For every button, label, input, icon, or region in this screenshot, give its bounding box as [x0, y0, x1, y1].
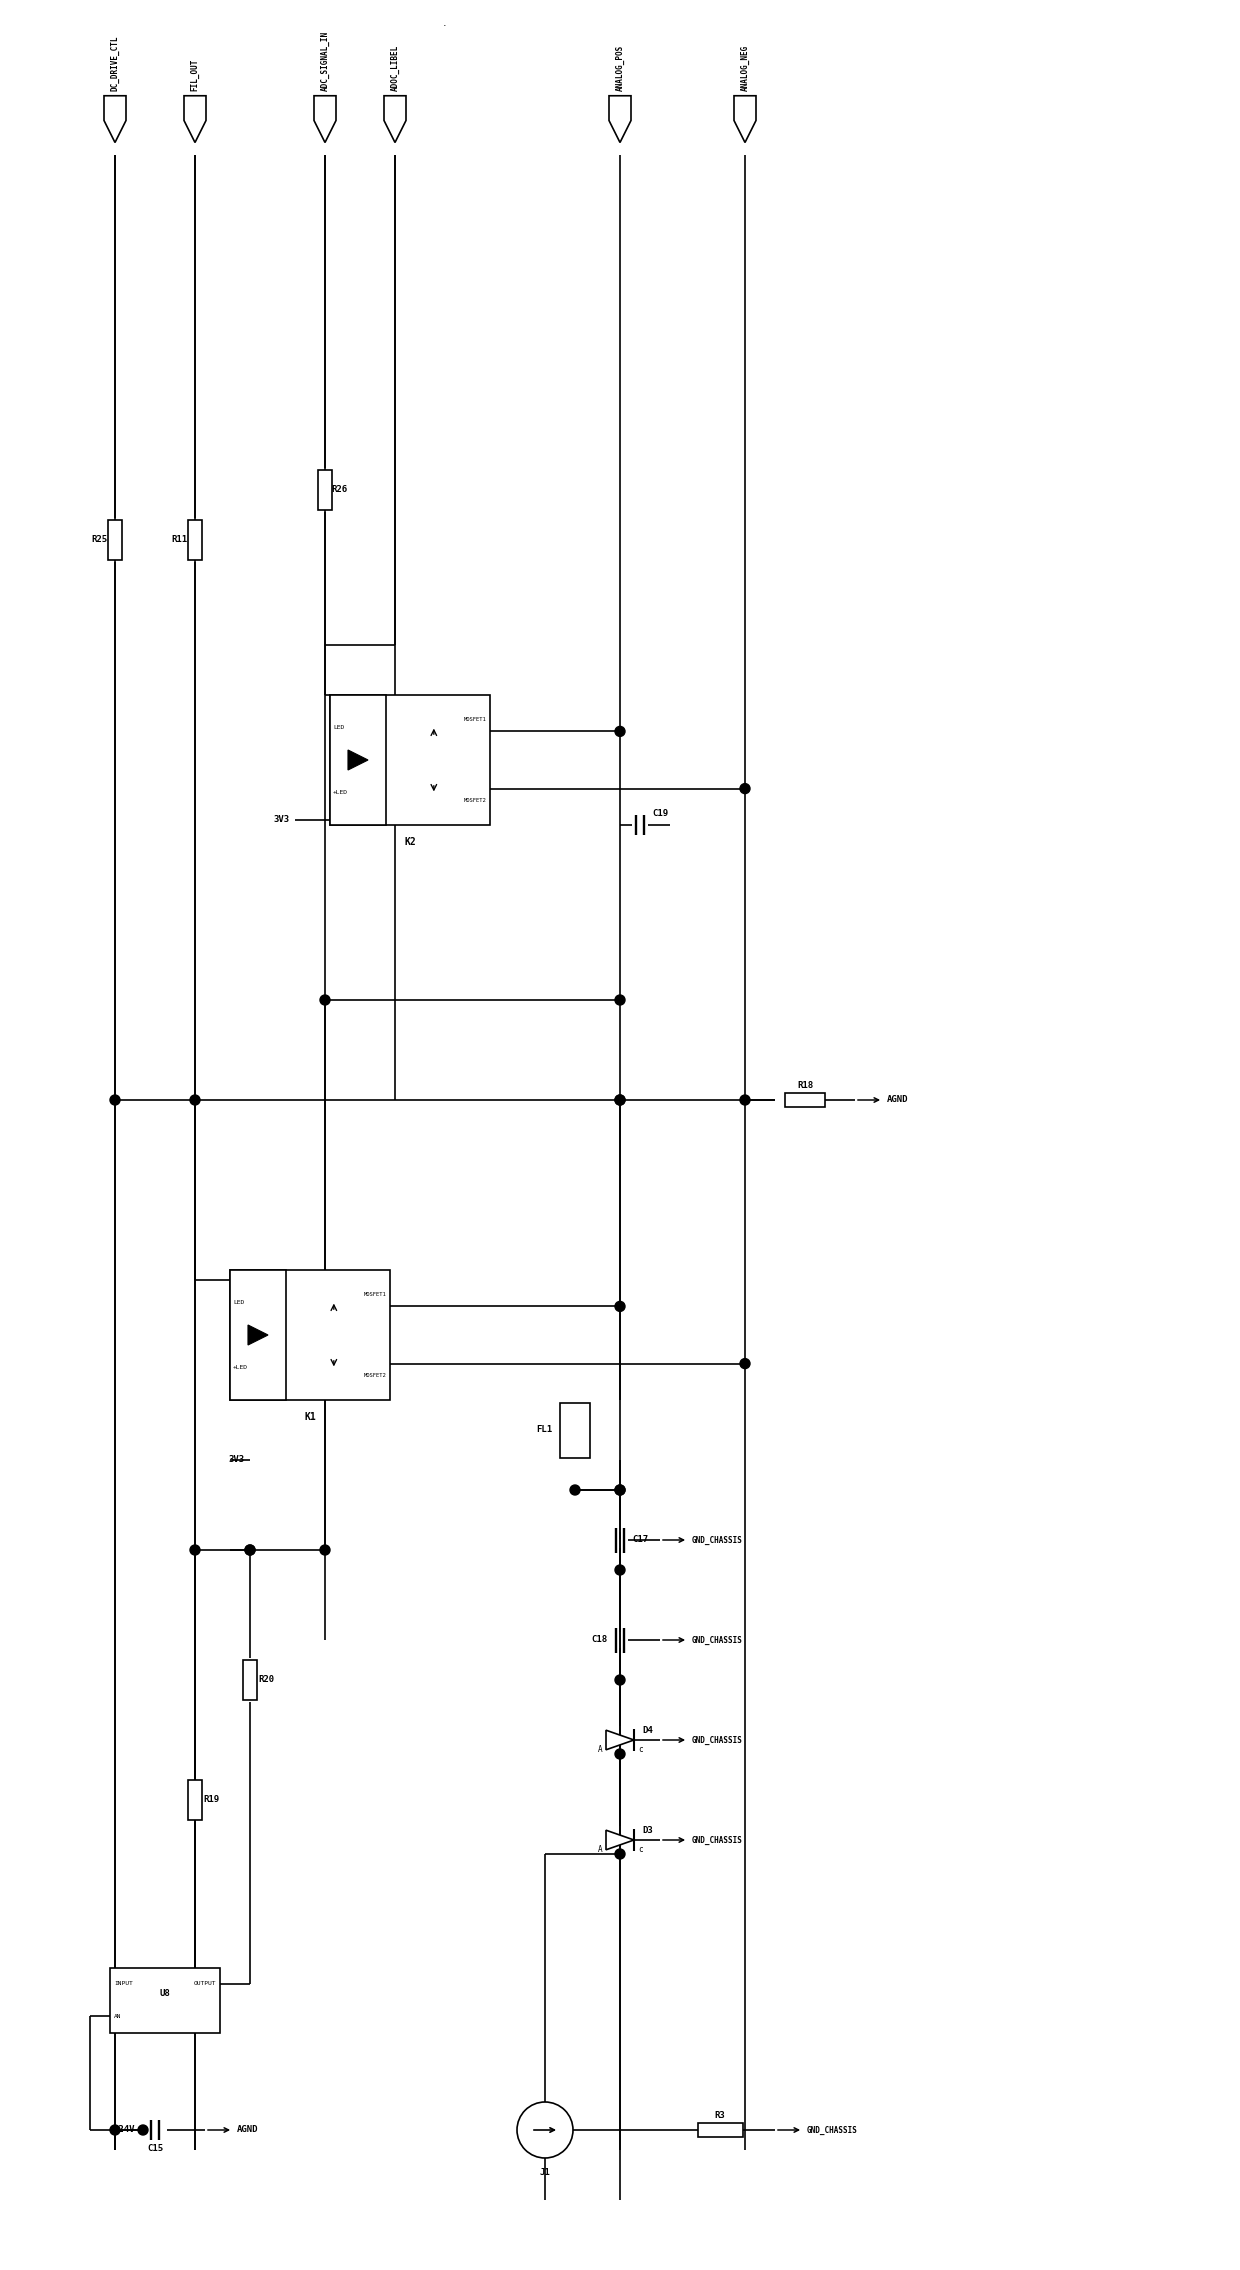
Circle shape [615, 726, 625, 735]
Text: LED: LED [233, 1301, 244, 1305]
Circle shape [517, 2102, 573, 2159]
Circle shape [138, 2125, 148, 2136]
Text: INPUT: INPUT [114, 1982, 133, 1986]
Circle shape [615, 1748, 625, 1759]
Bar [108, 520, 122, 561]
Text: 3V3: 3V3 [274, 815, 290, 824]
Circle shape [740, 1360, 750, 1369]
Text: GND_CHASSIS: GND_CHASSIS [692, 1535, 743, 1544]
Bar [330, 695, 386, 824]
Text: GND_CHASSIS: GND_CHASSIS [692, 1634, 743, 1643]
Text: MOSFET1: MOSFET1 [365, 1292, 387, 1298]
Bar [229, 1269, 286, 1401]
Text: C15: C15 [146, 2143, 164, 2152]
Text: +LED: +LED [334, 790, 348, 794]
Text: AGND: AGND [887, 1096, 909, 1105]
Text: c: c [639, 1746, 642, 1755]
Circle shape [190, 1546, 200, 1555]
Text: +LED: +LED [233, 1364, 248, 1371]
Text: A: A [598, 1746, 601, 1755]
Circle shape [110, 2125, 120, 2136]
Text: C19: C19 [652, 808, 668, 817]
Bar [560, 1403, 590, 1457]
Bar [229, 1269, 391, 1401]
Polygon shape [609, 95, 631, 143]
Text: R18: R18 [797, 1081, 813, 1090]
Circle shape [615, 1485, 625, 1496]
Circle shape [246, 1546, 255, 1555]
Bar [785, 1092, 825, 1108]
Text: A: A [598, 1846, 601, 1855]
Bar [188, 1780, 202, 1821]
Text: ADOC_LIBEL: ADOC_LIBEL [391, 45, 399, 91]
Polygon shape [104, 95, 126, 143]
Text: R11: R11 [171, 536, 187, 545]
Bar [317, 470, 332, 511]
Text: R26: R26 [331, 486, 347, 495]
Text: C18: C18 [591, 1634, 608, 1643]
Circle shape [246, 1546, 255, 1555]
Circle shape [320, 1546, 330, 1555]
Bar [110, 1968, 219, 2032]
Text: FL1: FL1 [536, 1426, 552, 1435]
Text: R3: R3 [714, 2111, 725, 2120]
Text: MOSFET1: MOSFET1 [464, 717, 487, 722]
Bar [243, 1659, 257, 1700]
Text: K2: K2 [404, 838, 415, 847]
Polygon shape [606, 1730, 634, 1750]
Text: AGND: AGND [237, 2125, 258, 2134]
Text: OUTPUT: OUTPUT [193, 1982, 216, 1986]
Text: MOSFET2: MOSFET2 [464, 797, 487, 804]
Circle shape [615, 1485, 625, 1496]
Text: C17: C17 [632, 1535, 649, 1544]
Text: FIL_OUT: FIL_OUT [191, 59, 200, 91]
Circle shape [615, 1675, 625, 1684]
Text: MOSFET2: MOSFET2 [365, 1373, 387, 1378]
Polygon shape [384, 95, 405, 143]
Circle shape [110, 1094, 120, 1105]
Text: DC_DRIVE_CTL: DC_DRIVE_CTL [110, 36, 119, 91]
Polygon shape [606, 1830, 634, 1850]
Text: 3V3: 3V3 [229, 1455, 246, 1464]
Text: GND_CHASSIS: GND_CHASSIS [807, 2125, 858, 2134]
Text: J1: J1 [539, 2168, 551, 2177]
Circle shape [615, 1094, 625, 1105]
Text: ANALOG_POS: ANALOG_POS [615, 45, 625, 91]
Text: .: . [443, 18, 446, 27]
Bar [188, 520, 202, 561]
Polygon shape [734, 95, 756, 143]
Text: D3: D3 [642, 1825, 652, 1834]
Polygon shape [314, 95, 336, 143]
Bar [330, 695, 490, 824]
Text: GND_CHASSIS: GND_CHASSIS [692, 1836, 743, 1846]
Text: R25: R25 [91, 536, 107, 545]
Circle shape [615, 1564, 625, 1575]
Text: AN: AN [114, 2013, 122, 2018]
Circle shape [320, 994, 330, 1006]
Text: K1: K1 [304, 1412, 316, 1421]
Circle shape [615, 1094, 625, 1105]
Polygon shape [348, 749, 368, 770]
Circle shape [615, 994, 625, 1006]
Bar [697, 2122, 743, 2136]
Circle shape [615, 1850, 625, 1859]
Circle shape [740, 1094, 750, 1105]
Text: D4: D4 [642, 1725, 652, 1734]
Text: ADC_SIGNAL_IN: ADC_SIGNAL_IN [320, 30, 330, 91]
Circle shape [740, 783, 750, 794]
Circle shape [615, 1301, 625, 1312]
Polygon shape [184, 95, 206, 143]
Polygon shape [248, 1326, 268, 1346]
Text: c: c [639, 1846, 642, 1855]
Text: R19: R19 [203, 1796, 219, 1805]
Text: LED: LED [334, 724, 345, 731]
Text: R20: R20 [258, 1675, 274, 1684]
Text: ANALOG_NEG: ANALOG_NEG [740, 45, 749, 91]
Text: GND_CHASSIS: GND_CHASSIS [692, 1737, 743, 1746]
Text: U8: U8 [160, 1989, 170, 1998]
Circle shape [190, 1094, 200, 1105]
Circle shape [570, 1485, 580, 1496]
Text: A24V: A24V [114, 2125, 135, 2134]
